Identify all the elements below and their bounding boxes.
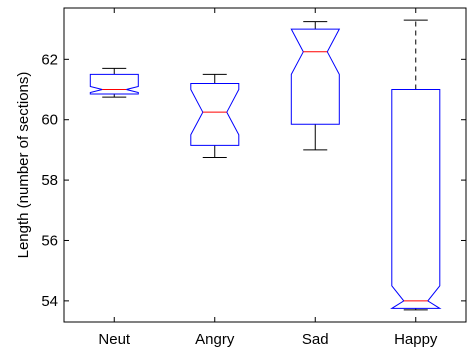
- y-tick-label: 60: [41, 112, 58, 129]
- y-tick-label: 58: [41, 172, 58, 189]
- x-tick-label-sad: Sad: [302, 331, 329, 348]
- plot-area: [63, 7, 467, 323]
- boxes-group: [89, 19, 442, 311]
- notched-box: [190, 83, 240, 146]
- box-sad: [290, 21, 341, 151]
- notched-box: [290, 28, 341, 125]
- y-axis-ticks: 54 56 58 60 62: [41, 51, 466, 310]
- notched-box: [390, 89, 442, 309]
- x-tick-label-happy: Happy: [394, 331, 438, 348]
- y-tick-label: 62: [41, 51, 58, 68]
- notched-box: [89, 73, 139, 95]
- x-tick-label-angry: Angry: [195, 331, 235, 348]
- x-tick-label-neut: Neut: [98, 331, 131, 348]
- y-tick-label: 56: [41, 232, 58, 249]
- box-angry: [190, 73, 240, 158]
- y-tick-label: 54: [41, 293, 58, 310]
- y-axis-label: Length (number of sections): [15, 72, 32, 259]
- box-happy: [390, 19, 442, 311]
- box-neut: [89, 67, 139, 98]
- x-axis-ticks: Neut Angry Sad Happy: [98, 8, 438, 348]
